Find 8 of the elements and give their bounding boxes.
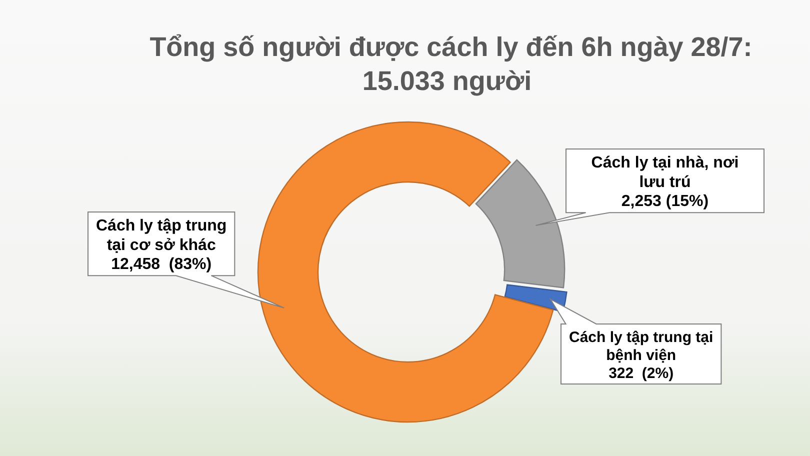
slice-label: Cách ly tại nhà, nơi lưu trú bbox=[591, 154, 739, 191]
data-label: 2,253 (15%) bbox=[621, 193, 709, 210]
slice-label: Cách ly tập trung tại bệnh viện bbox=[569, 328, 714, 364]
chart-subtitle: 15.033 người bbox=[362, 66, 532, 96]
slice-label: Cách ly tập trung tại cơ sở khác bbox=[96, 218, 227, 254]
chart-title: Tổng số người được cách ly đến 6h ngày 28/7: bbox=[150, 32, 752, 62]
data-label: 322 (2%) bbox=[608, 364, 674, 382]
data-label: 12,458 (83%) bbox=[111, 256, 212, 274]
